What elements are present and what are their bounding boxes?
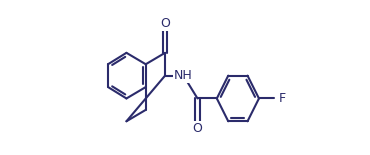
Text: NH: NH [174, 69, 193, 82]
Text: O: O [193, 122, 202, 135]
Text: O: O [160, 17, 170, 30]
Text: F: F [279, 92, 286, 105]
